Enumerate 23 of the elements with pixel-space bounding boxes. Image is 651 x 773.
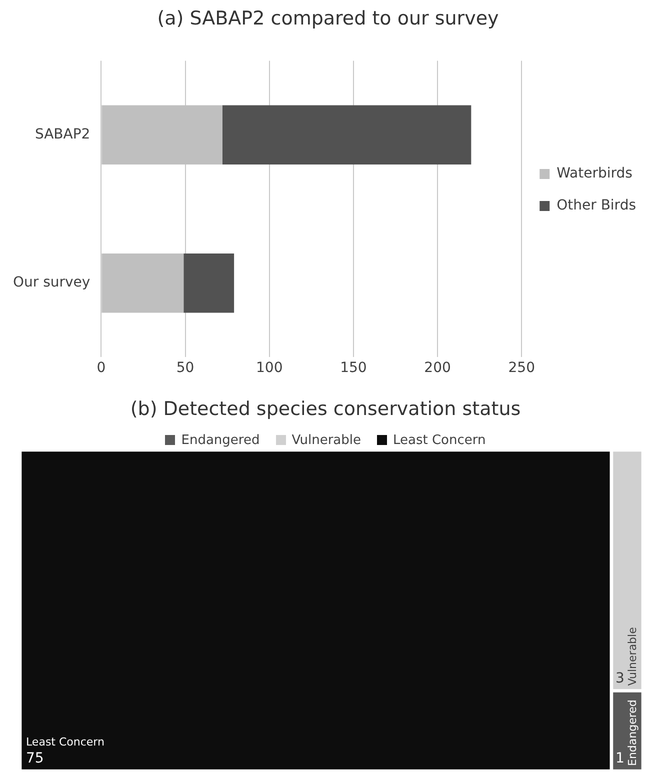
x-tick-label: 250 — [508, 360, 535, 376]
category-label: Least Concern — [26, 735, 104, 748]
bar — [184, 253, 234, 313]
y-tick-label: Our survey — [12, 274, 90, 291]
category-label: Least Concern — [393, 432, 486, 448]
y-tick-label: SABAP2 — [34, 126, 90, 143]
bar — [222, 105, 472, 165]
x-tick-label: 100 — [256, 360, 283, 376]
data-label: 1 — [615, 750, 624, 767]
chart-title: (a) SABAP2 compared to our survey — [157, 7, 499, 30]
category-label: Vulnerable — [626, 627, 639, 686]
x-tick-label: 200 — [424, 360, 451, 376]
text: (b) Detected species conservation status — [129, 397, 522, 422]
x-tick-label: 150 — [340, 360, 367, 376]
data-label: 75 — [26, 750, 44, 767]
category-label: Vulnerable — [292, 432, 361, 448]
legend-label: Waterbirds — [556, 166, 632, 182]
data-label: 3 — [615, 670, 624, 686]
x-tick-label: 0 — [96, 360, 106, 376]
category-label: Endangered — [626, 700, 639, 766]
x-tick-label: 50 — [176, 360, 194, 376]
legend-label: Other Birds — [556, 198, 636, 214]
category-label: Endangered — [181, 432, 260, 448]
